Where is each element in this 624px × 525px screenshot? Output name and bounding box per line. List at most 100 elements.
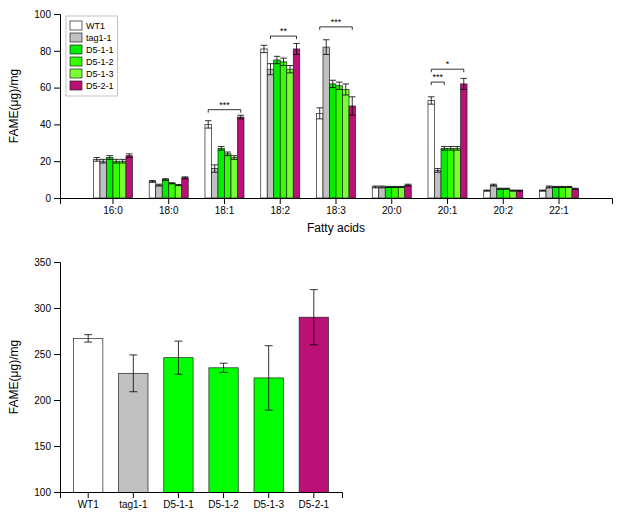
y-tick-label: 200 bbox=[34, 395, 51, 406]
error-bar bbox=[392, 186, 399, 187]
x-tick-mark bbox=[178, 492, 179, 498]
y-tick: 200 bbox=[34, 395, 60, 406]
bar bbox=[398, 187, 405, 198]
x-tick-label: 20:2 bbox=[494, 205, 514, 216]
error-bar bbox=[546, 186, 553, 188]
error-bar bbox=[454, 146, 461, 150]
x-tick: D5-1-2 bbox=[208, 492, 239, 510]
legend-swatch bbox=[70, 57, 82, 66]
x-tick: 20:2 bbox=[494, 198, 514, 216]
plot-area bbox=[93, 40, 578, 198]
y-tick: 100 bbox=[34, 9, 60, 20]
error-bar bbox=[323, 40, 330, 55]
error-bar bbox=[280, 58, 287, 65]
error-bar bbox=[398, 186, 405, 187]
error-bar bbox=[106, 156, 113, 160]
legend-label: WT1 bbox=[86, 21, 105, 31]
y-axis-line bbox=[54, 15, 61, 199]
x-tick: D5-2-1 bbox=[299, 492, 330, 510]
bar bbox=[175, 185, 182, 198]
bar bbox=[516, 191, 523, 198]
bar bbox=[343, 89, 350, 198]
error-bar bbox=[336, 82, 343, 89]
y-tick: 300 bbox=[34, 303, 60, 314]
bar bbox=[379, 187, 386, 198]
y-tick: 250 bbox=[34, 349, 60, 360]
y-tick-label: 40 bbox=[40, 119, 52, 130]
bar bbox=[100, 161, 107, 198]
y-tick-mark bbox=[54, 354, 60, 355]
bar bbox=[113, 161, 120, 198]
error-bar bbox=[156, 184, 163, 186]
bar bbox=[169, 183, 176, 198]
error-bar bbox=[349, 97, 356, 115]
error-bar bbox=[113, 159, 120, 163]
bar bbox=[156, 185, 163, 198]
x-tick: 20:1 bbox=[438, 198, 458, 216]
error-bars bbox=[84, 290, 318, 411]
bar bbox=[559, 187, 566, 198]
y-tick-mark bbox=[54, 88, 60, 89]
y-tick-label: 350 bbox=[34, 257, 51, 268]
x-tick: 18:2 bbox=[271, 198, 291, 216]
x-tick: 20:0 bbox=[382, 198, 402, 216]
x-tick-mark bbox=[559, 198, 560, 204]
y-tick-mark bbox=[54, 400, 60, 401]
bar bbox=[162, 180, 169, 198]
bar bbox=[316, 113, 323, 198]
error-bar bbox=[162, 179, 169, 181]
bar bbox=[448, 148, 455, 198]
bar bbox=[211, 169, 218, 198]
error-bar bbox=[441, 146, 448, 150]
significance-label: *** bbox=[331, 17, 342, 27]
error-bar bbox=[540, 190, 547, 191]
error-bars bbox=[119, 66, 572, 192]
error-bar bbox=[174, 341, 182, 374]
error-bar bbox=[553, 186, 560, 187]
bar bbox=[149, 181, 156, 198]
error-bar bbox=[503, 188, 510, 189]
error-bar bbox=[93, 158, 100, 162]
chart: 02040608010016:018:018:118:218:320:020:1… bbox=[7, 9, 613, 235]
y-tick-label: 100 bbox=[34, 9, 51, 20]
bar bbox=[261, 49, 268, 198]
y-tick-mark bbox=[54, 161, 60, 162]
legend-item: D5-1-1 bbox=[70, 45, 114, 55]
legend-item: D5-2-1 bbox=[70, 81, 114, 91]
y-tick: 60 bbox=[40, 82, 60, 93]
bar bbox=[372, 187, 379, 198]
bar bbox=[441, 148, 448, 198]
plot-area bbox=[74, 290, 329, 492]
error-bar bbox=[428, 97, 435, 104]
bar bbox=[336, 86, 343, 198]
bar bbox=[209, 368, 238, 492]
x-tick: D5-1-1 bbox=[163, 492, 194, 510]
error-bars bbox=[93, 45, 546, 191]
bar bbox=[510, 191, 517, 198]
x-tick-mark bbox=[88, 492, 89, 498]
bar bbox=[126, 156, 133, 198]
legend-label: D5-1-3 bbox=[86, 69, 114, 79]
significance-label: ** bbox=[280, 26, 288, 36]
bar bbox=[329, 84, 336, 198]
error-bar bbox=[211, 165, 218, 172]
bar bbox=[231, 158, 238, 198]
bar bbox=[497, 189, 504, 198]
significance-label: * bbox=[446, 59, 450, 69]
error-bars bbox=[126, 43, 579, 191]
x-tick-label: 18:1 bbox=[215, 205, 235, 216]
y-tick: 350 bbox=[34, 257, 60, 268]
x-tick-mark bbox=[280, 198, 281, 204]
error-bar bbox=[287, 66, 294, 73]
x-tick-label: tag1-1 bbox=[119, 499, 148, 510]
significance-bracket bbox=[208, 110, 241, 113]
error-bar bbox=[572, 188, 579, 189]
error-bar bbox=[490, 184, 497, 186]
bar bbox=[164, 358, 193, 492]
error-bars bbox=[106, 56, 559, 189]
error-bar bbox=[293, 43, 300, 54]
y-tick-mark bbox=[54, 51, 60, 52]
error-bar bbox=[129, 355, 137, 392]
error-bar bbox=[385, 186, 392, 187]
error-bars bbox=[113, 58, 566, 189]
